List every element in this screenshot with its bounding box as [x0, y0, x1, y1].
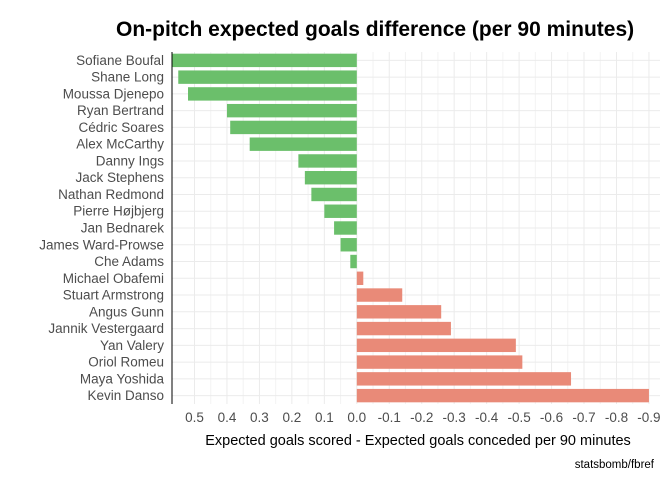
x-tick-label: 0.5 — [185, 410, 204, 425]
caption: statsbomb/fbref — [575, 459, 655, 471]
bar — [178, 70, 357, 84]
y-tick-label: Michael Obafemi — [63, 271, 164, 286]
x-tick-label: 0.2 — [282, 410, 301, 425]
y-tick-label: Kevin Danso — [87, 388, 164, 403]
x-tick-label: -0.3 — [443, 410, 466, 425]
y-tick-label: Jannik Vestergaard — [48, 321, 164, 336]
bar — [356, 338, 516, 353]
y-tick-label: Yan Valery — [100, 338, 164, 353]
y-tick-label: Ryan Bertrand — [77, 103, 164, 118]
bar — [230, 120, 357, 135]
x-axis-title: Expected goals scored - Expected goals c… — [205, 433, 631, 449]
bar — [334, 221, 357, 235]
y-tick-label: Oriol Romeu — [88, 355, 164, 370]
bar — [171, 53, 357, 68]
y-tick-label: Cédric Soares — [78, 120, 164, 135]
y-tick-label: Alex McCarthy — [76, 137, 164, 152]
bar — [340, 238, 357, 252]
y-tick-label: Stuart Armstrong — [63, 288, 164, 303]
y-tick-label: Sofiane Boufal — [76, 53, 164, 68]
x-tick-label: -0.5 — [507, 410, 530, 425]
bar — [356, 305, 442, 319]
y-tick-label: Danny Ings — [96, 153, 165, 168]
bar — [356, 288, 403, 302]
x-tick-label: -0.8 — [605, 410, 628, 425]
x-tick-label: 0.0 — [347, 410, 366, 425]
bar — [311, 187, 357, 202]
bar — [304, 171, 357, 185]
y-tick-label: Nathan Redmond — [58, 187, 164, 202]
y-tick-label: James Ward-Prowse — [39, 237, 164, 252]
bars — [171, 53, 649, 403]
bar — [350, 254, 357, 269]
y-tick-label: Che Adams — [94, 254, 164, 269]
x-tick-label: -0.1 — [378, 410, 401, 425]
bar — [188, 87, 357, 101]
y-tick-label: Pierre Højbjerg — [73, 204, 164, 219]
bar — [356, 372, 572, 386]
y-tick-label: Jack Stephens — [75, 170, 164, 185]
y-tick-label: Angus Gunn — [89, 304, 164, 319]
bar — [356, 321, 451, 336]
x-axis-tick-labels: 0.5 0.4 0.3 0.2 0.1 0.0 -0.1 -0.2 -0.3 -0.4 -0.5 -0… — [185, 410, 660, 425]
y-tick-label: Moussa Djenepo — [63, 86, 164, 101]
x-tick-label: -0.7 — [572, 410, 595, 425]
bar — [226, 103, 357, 118]
bar — [324, 204, 357, 218]
x-tick-label: -0.4 — [475, 410, 499, 425]
y-tick-label: Jan Bednarek — [81, 221, 165, 236]
chart-title: On-pitch expected goals difference (per … — [116, 18, 634, 41]
x-tick-label: 0.3 — [250, 410, 269, 425]
y-tick-label: Maya Yoshida — [80, 371, 165, 386]
y-tick-label: Shane Long — [91, 70, 164, 85]
bar — [249, 137, 357, 151]
x-tick-label: -0.9 — [637, 410, 660, 425]
bar — [356, 388, 649, 403]
x-tick-label: 0.4 — [218, 410, 237, 425]
bar — [356, 355, 523, 369]
x-tick-label: -0.6 — [540, 410, 563, 425]
x-tick-label: -0.2 — [410, 410, 433, 425]
bar — [298, 154, 357, 168]
x-tick-label: 0.1 — [315, 410, 334, 425]
bar — [356, 271, 364, 285]
